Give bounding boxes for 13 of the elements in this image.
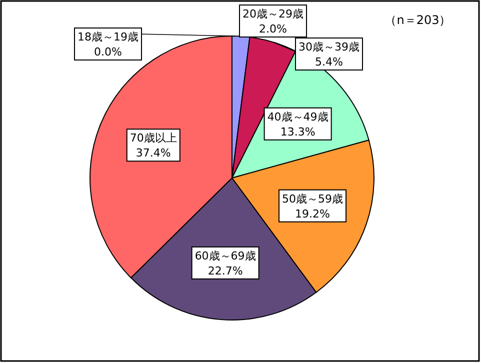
data-label: 2.0% (259, 22, 287, 36)
data-label: 19.2% (295, 207, 330, 220)
data-label: 22.7% (208, 264, 243, 278)
data-label: 5.4% (315, 56, 343, 68)
slice-label: 70歳以上 (130, 132, 177, 145)
slice-label: 60歳～69歳 (194, 249, 256, 262)
text: （n＝203） (384, 13, 452, 27)
slice-label: 50歳～59歳 (282, 192, 344, 206)
slice-label: 20歳～29歳 (242, 8, 304, 20)
slice-label: 30歳～39歳 (298, 40, 360, 54)
data-label: 37.4% (136, 146, 171, 160)
data-label: 13.3% (280, 125, 316, 138)
slice-label: 40歳～49歳 (267, 110, 328, 124)
